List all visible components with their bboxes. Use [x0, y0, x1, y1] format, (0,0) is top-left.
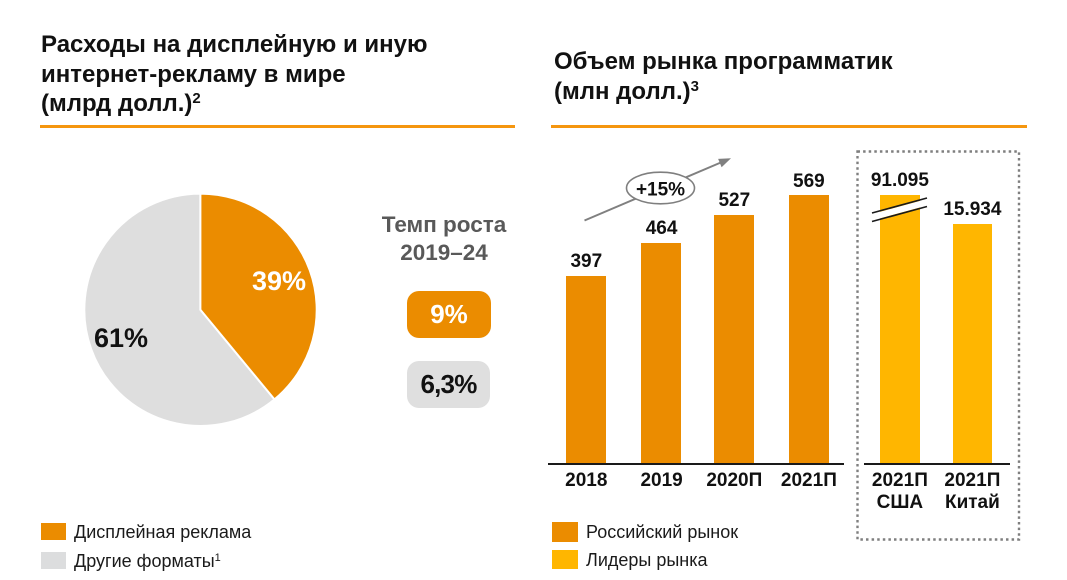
svg-text:+15%: +15% — [636, 180, 685, 201]
